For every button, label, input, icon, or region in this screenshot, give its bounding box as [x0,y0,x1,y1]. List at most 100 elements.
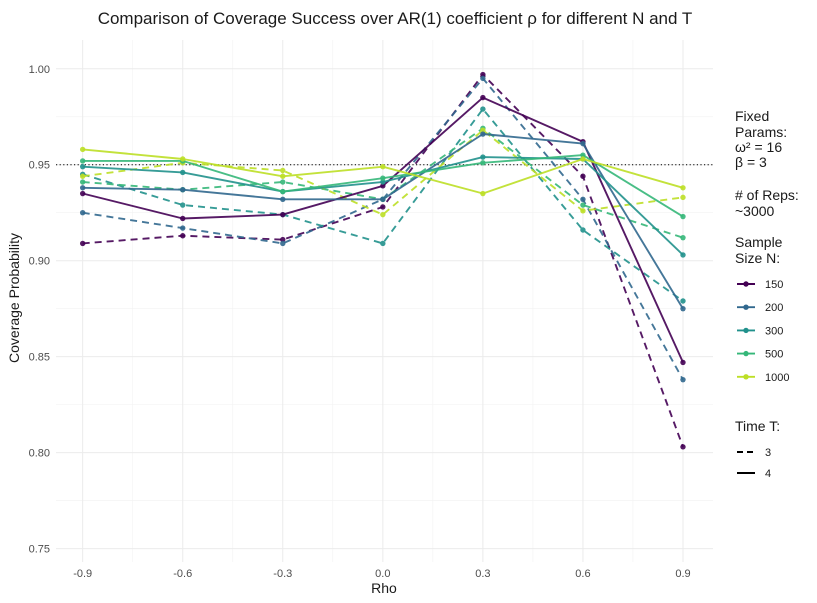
data-point-n200-t4 [79,185,86,191]
data-point-n150-t4 [280,211,286,218]
legend-sample-title-1: Sample [735,234,783,250]
data-point-n500-t4 [480,160,486,166]
data-point-n200-t4 [180,186,186,193]
x-axis-title: Rho [371,580,397,596]
data-point-n500-t4 [280,188,286,195]
data-point-n500-t3 [280,179,286,185]
data-point-n300-t3 [580,227,586,233]
legend-fixed-title-2: Params: [735,124,787,140]
x-tick-label: 0.3 [475,568,490,580]
data-point-n500-t4 [680,213,686,220]
data-point-n200-t3 [280,240,286,247]
data-point-n1000-t4 [580,156,586,162]
x-tick-label: -0.6 [173,568,192,580]
data-point-n150-t4 [480,94,486,101]
data-point-n1000-t4 [480,190,486,197]
data-point-n300-t3 [480,106,486,112]
y-tick-label: 0.95 [29,160,50,172]
legend: Fixed Params: ω² = 16 β = 3 # of Reps: ~… [735,108,799,480]
legend-key-point [743,304,749,310]
legend-sample-label: 150 [765,279,783,291]
y-tick-label: 0.85 [29,352,50,364]
y-tick-label: 0.75 [29,544,50,556]
legend-time-label: 4 [765,468,771,480]
data-point-n150-t4 [79,190,86,197]
legend-omega: ω² = 16 [735,139,782,155]
data-point-n1000-t4 [280,173,286,179]
data-point-n1000-t4 [180,156,186,162]
data-point-n200-t3 [79,210,86,216]
legend-sample-label: 300 [765,325,783,337]
data-point-n150-t3 [280,236,286,243]
grid [56,40,713,562]
data-point-n150-t3 [580,173,586,179]
data-point-n500-t3 [580,202,586,208]
data-point-n200-t4 [380,196,386,202]
data-point-n200-t3 [680,376,686,383]
legend-key-point [743,350,749,357]
legend-key-point [743,327,749,334]
x-tick-label: 0.9 [675,568,690,580]
data-point-n200-t4 [580,140,586,147]
x-tick-label: -0.3 [273,568,292,580]
data-point-n200-t4 [680,305,686,312]
legend-fixed-title-1: Fixed [735,108,769,124]
data-point-n500-t3 [79,179,86,185]
data-point-n1000-t4 [380,163,386,170]
legend-beta: β = 3 [735,154,767,170]
x-tick-label: 0.0 [375,568,390,580]
data-point-n150-t3 [180,233,186,239]
x-tick-label: 0.6 [575,568,590,580]
data-point-n500-t3 [680,234,686,241]
axes: -0.9 -0.6 -0.3 0.0 0.3 0.6 0.9 0.75 0.80 0.85 0.90… [29,64,713,580]
legend-reps-title: # of Reps: [735,187,799,203]
data-point-n1000-t3 [580,208,586,214]
data-point-n1000-t3 [680,194,686,201]
legend-time-title: Time T: [735,418,780,434]
y-tick-label: 0.90 [29,256,50,268]
chart-title: Comparison of Coverage Success over AR(1… [98,9,693,28]
data-point-n200-t3 [580,196,586,202]
data-point-n1000-t3 [380,211,386,218]
y-tick-label: 1.00 [29,64,50,76]
data-point-n150-t4 [380,183,386,189]
data-point-n150-t4 [680,359,686,366]
data-point-n1000-t3 [480,127,486,133]
data-point-n150-t4 [180,215,186,222]
data-point-n300-t3 [680,298,686,304]
data-point-n300-t4 [180,169,186,176]
data-point-n1000-t3 [280,167,286,174]
legend-time-keys: 34 [737,447,771,480]
legend-reps-value: ~3000 [735,203,775,219]
data-point-n1000-t4 [680,185,686,191]
y-tick-label: 0.80 [29,448,50,460]
data-point-n150-t3 [480,71,486,78]
data-point-n200-t3 [180,225,186,231]
data-point-n300-t4 [480,154,486,160]
data-point-n500-t4 [380,175,386,181]
data-point-n300-t4 [680,252,686,258]
data-point-n300-t4 [79,163,86,170]
data-point-n300-t3 [380,240,386,247]
data-point-n200-t4 [480,131,486,137]
series-lines [79,71,686,450]
legend-sample-label: 1000 [765,372,789,384]
data-point-n1000-t3 [79,173,86,179]
legend-sample-label: 200 [765,302,783,314]
data-point-n150-t3 [680,444,686,450]
data-point-n200-t3 [480,75,486,82]
legend-sample-label: 500 [765,349,783,361]
data-point-n150-t3 [380,204,386,210]
data-point-n300-t3 [180,202,186,208]
data-point-n150-t3 [79,240,86,247]
x-tick-label: -0.9 [73,568,92,580]
legend-sample-title-2: Size N: [735,250,780,266]
data-point-n1000-t4 [79,146,86,153]
data-point-n200-t4 [280,196,286,202]
legend-sample-keys: 150 200 300 500 1000 [737,279,789,384]
legend-key-point [743,281,749,287]
legend-time-label: 3 [765,447,771,459]
data-point-n500-t4 [79,158,86,164]
legend-key-point [743,374,749,380]
